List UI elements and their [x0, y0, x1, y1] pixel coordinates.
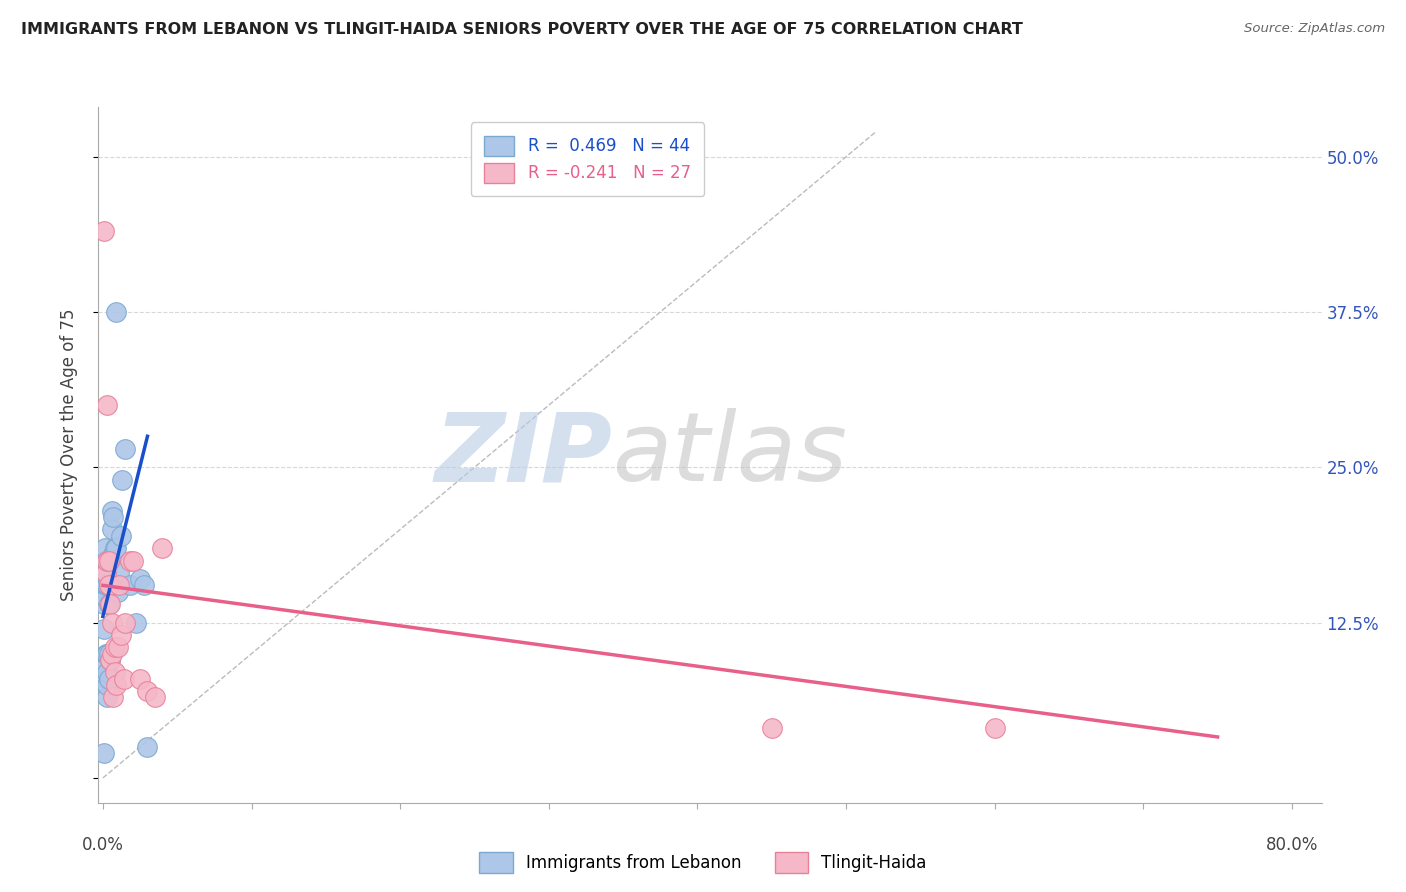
Point — [107, 640, 129, 655]
Point — [96, 398, 118, 412]
Point — [107, 584, 129, 599]
Point — [101, 647, 124, 661]
Point — [96, 690, 118, 705]
Point — [96, 553, 118, 567]
Point — [96, 553, 118, 567]
Point — [112, 672, 135, 686]
Point — [143, 690, 166, 705]
Point — [103, 690, 125, 705]
Point — [108, 578, 131, 592]
Point — [129, 672, 152, 686]
Point — [94, 578, 117, 592]
Point — [93, 572, 115, 586]
Point — [94, 553, 117, 567]
Text: IMMIGRANTS FROM LEBANON VS TLINGIT-HAIDA SENIORS POVERTY OVER THE AGE OF 75 CORR: IMMIGRANTS FROM LEBANON VS TLINGIT-HAIDA… — [21, 22, 1024, 37]
Point — [104, 640, 127, 655]
Point — [93, 597, 115, 611]
Point — [94, 591, 117, 605]
Point — [105, 305, 128, 319]
Point — [97, 597, 120, 611]
Point — [104, 541, 127, 555]
Point — [104, 665, 127, 680]
Point — [97, 553, 120, 567]
Point — [108, 566, 131, 580]
Point — [105, 541, 128, 555]
Point — [105, 678, 128, 692]
Point — [110, 529, 132, 543]
Point — [118, 578, 141, 592]
Text: 0.0%: 0.0% — [82, 836, 124, 855]
Point — [93, 622, 115, 636]
Point — [98, 597, 121, 611]
Point — [97, 672, 120, 686]
Point — [94, 566, 117, 580]
Point — [94, 672, 117, 686]
Point — [101, 504, 124, 518]
Point — [150, 541, 173, 555]
Point — [94, 566, 117, 580]
Point — [94, 647, 117, 661]
Point — [103, 510, 125, 524]
Point — [134, 578, 156, 592]
Point — [96, 647, 118, 661]
Text: Source: ZipAtlas.com: Source: ZipAtlas.com — [1244, 22, 1385, 36]
Text: 80.0%: 80.0% — [1265, 836, 1317, 855]
Point — [96, 578, 118, 592]
Point — [97, 578, 120, 592]
Point — [96, 678, 118, 692]
Point — [103, 547, 125, 561]
Point — [93, 578, 115, 592]
Point — [97, 647, 120, 661]
Point — [983, 721, 1005, 735]
Legend: R =  0.469   N = 44, R = -0.241   N = 27: R = 0.469 N = 44, R = -0.241 N = 27 — [471, 122, 704, 196]
Point — [94, 566, 117, 580]
Point — [129, 572, 152, 586]
Y-axis label: Seniors Poverty Over the Age of 75: Seniors Poverty Over the Age of 75 — [59, 309, 77, 601]
Point — [124, 615, 146, 630]
Text: atlas: atlas — [612, 409, 848, 501]
Point — [94, 541, 117, 555]
Point — [761, 721, 783, 735]
Point — [114, 615, 136, 630]
Point — [110, 628, 132, 642]
Point — [94, 559, 117, 574]
Point — [101, 523, 124, 537]
Point — [121, 553, 143, 567]
Point — [96, 665, 118, 680]
Legend: Immigrants from Lebanon, Tlingit-Haida: Immigrants from Lebanon, Tlingit-Haida — [472, 846, 934, 880]
Point — [101, 615, 124, 630]
Point — [98, 653, 121, 667]
Point — [111, 473, 134, 487]
Point — [136, 739, 159, 754]
Point — [118, 553, 141, 567]
Point — [114, 442, 136, 456]
Text: ZIP: ZIP — [434, 409, 612, 501]
Point — [93, 746, 115, 760]
Point — [97, 578, 120, 592]
Point — [93, 224, 115, 238]
Point — [94, 659, 117, 673]
Point — [136, 684, 159, 698]
Point — [98, 553, 121, 567]
Point — [98, 653, 121, 667]
